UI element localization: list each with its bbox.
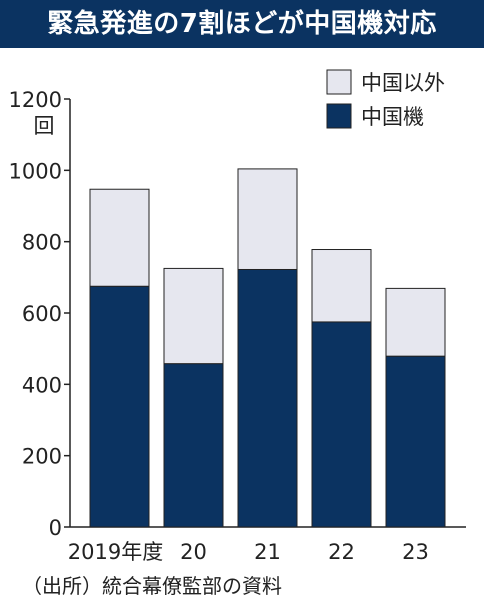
legend-label: 中国以外	[361, 71, 445, 95]
y-tick-label: 200	[22, 445, 62, 469]
x-tick-label: 22	[328, 540, 355, 564]
source-note: （出所）統合幕僚監部の資料	[22, 574, 282, 598]
y-tick-label: 400	[22, 373, 62, 397]
bar-segment-other	[237, 168, 298, 270]
x-tick-label: 2019年度	[68, 540, 163, 564]
bar-segment-china	[237, 268, 298, 528]
legend-swatch	[326, 69, 352, 95]
y-tick-label: 800	[22, 231, 62, 255]
x-tick-label: 21	[254, 540, 281, 564]
bar-segment-china	[385, 355, 446, 528]
x-tick-label: 23	[402, 540, 429, 564]
bar-segment-other	[89, 188, 150, 287]
bar-segment-other	[163, 267, 224, 365]
bar-segment-other	[385, 287, 446, 357]
y-axis-unit-label: 回	[34, 114, 55, 138]
legend-swatch	[326, 103, 352, 129]
x-tick-label: 20	[180, 540, 207, 564]
y-tick-label: 1200	[9, 88, 62, 112]
chart-title: 緊急発進の7割ほどが中国機対応	[0, 0, 484, 48]
bar-segment-other	[311, 249, 372, 323]
bar-segment-china	[163, 363, 224, 528]
y-tick-label: 600	[22, 302, 62, 326]
legend-label: 中国機	[361, 105, 424, 129]
y-tick-label: 0	[49, 516, 62, 540]
bar-segment-china	[89, 285, 150, 528]
y-tick-label: 1000	[9, 159, 62, 183]
bar-segment-china	[311, 321, 372, 528]
